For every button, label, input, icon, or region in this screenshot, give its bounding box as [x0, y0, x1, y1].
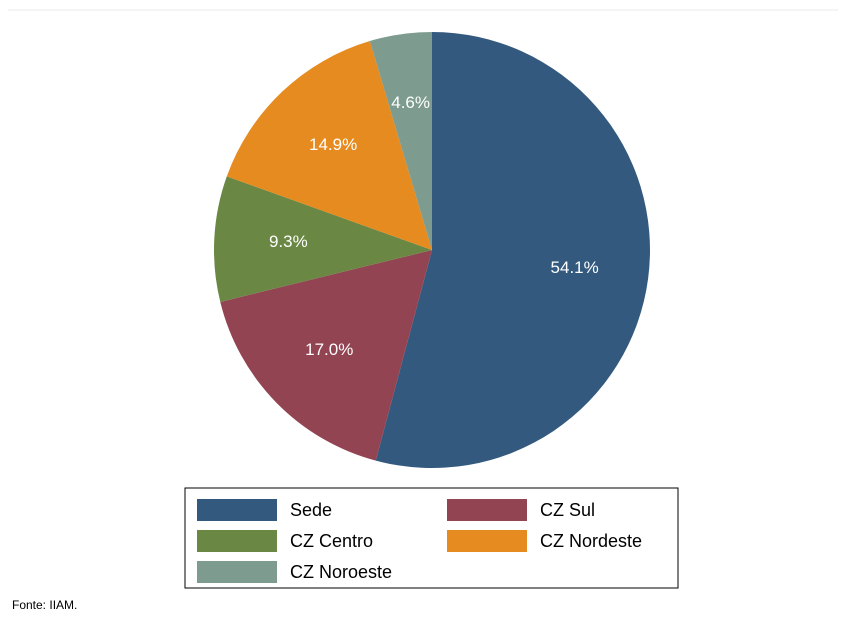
legend-label: CZ Nordeste	[540, 531, 642, 551]
pie-slice	[226, 41, 432, 250]
slice-label: 4.6%	[391, 93, 430, 112]
slice-label: 9.3%	[269, 232, 308, 251]
note: Fonte: IIAM.	[12, 598, 77, 612]
legend-swatch	[197, 530, 277, 552]
legend-label: CZ Centro	[290, 531, 373, 551]
slice-label: 17.0%	[305, 340, 353, 359]
legend-swatch	[197, 499, 277, 521]
pie-slice	[214, 176, 432, 302]
slice-label: 54.1%	[551, 258, 599, 277]
legend-swatch	[447, 530, 527, 552]
legend-label: Sede	[290, 500, 332, 520]
pie-slice	[375, 32, 651, 469]
legend-swatch	[197, 561, 277, 583]
pie-slice	[220, 250, 432, 461]
legend-swatch	[447, 499, 527, 521]
legend-label: CZ Noroeste	[290, 562, 392, 582]
pie-slice	[369, 32, 432, 250]
legend-label: CZ Sul	[540, 500, 595, 520]
slice-label: 14.9%	[309, 135, 357, 154]
